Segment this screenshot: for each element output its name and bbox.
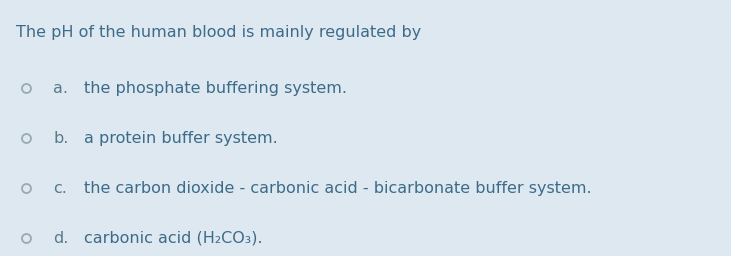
Text: c.: c. [53, 181, 67, 196]
Text: a protein buffer system.: a protein buffer system. [84, 131, 278, 146]
Text: the carbon dioxide - carbonic acid - bicarbonate buffer system.: the carbon dioxide - carbonic acid - bic… [84, 181, 591, 196]
Text: The pH of the human blood is mainly regulated by: The pH of the human blood is mainly regu… [16, 25, 421, 39]
Text: the phosphate buffering system.: the phosphate buffering system. [84, 81, 347, 96]
Text: d.: d. [53, 231, 69, 246]
Text: a.: a. [53, 81, 69, 96]
Text: carbonic acid (H₂CO₃).: carbonic acid (H₂CO₃). [84, 231, 262, 246]
Text: b.: b. [53, 131, 69, 146]
